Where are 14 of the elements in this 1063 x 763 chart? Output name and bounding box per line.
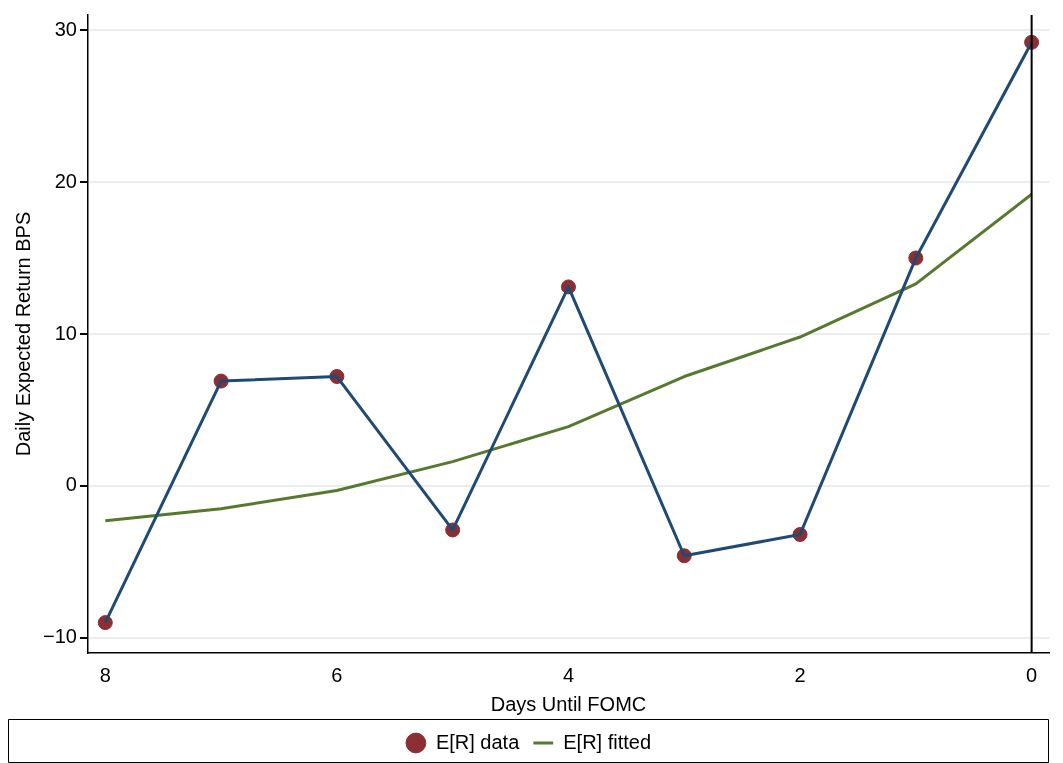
x-tick-label: 4 bbox=[562, 663, 575, 686]
x-axis-title: Days Until FOMC bbox=[490, 692, 647, 715]
legend-label: E[R] data bbox=[435, 730, 521, 753]
x-tick-label: 0 bbox=[1026, 663, 1038, 686]
y-tick-label: 10 bbox=[54, 321, 77, 344]
y-tick-label: −10 bbox=[42, 625, 77, 648]
x-tick-label: 8 bbox=[99, 663, 111, 686]
y-tick-label: 0 bbox=[65, 473, 77, 496]
x-tick-label: 6 bbox=[331, 663, 343, 686]
x-tick-label: 2 bbox=[794, 663, 806, 686]
y-axis-title: Daily Expected Return BPS bbox=[11, 211, 34, 457]
y-tick-label: 30 bbox=[54, 17, 77, 40]
y-tick-label: 20 bbox=[54, 169, 77, 192]
legend-label: E[R] fitted bbox=[563, 730, 652, 753]
